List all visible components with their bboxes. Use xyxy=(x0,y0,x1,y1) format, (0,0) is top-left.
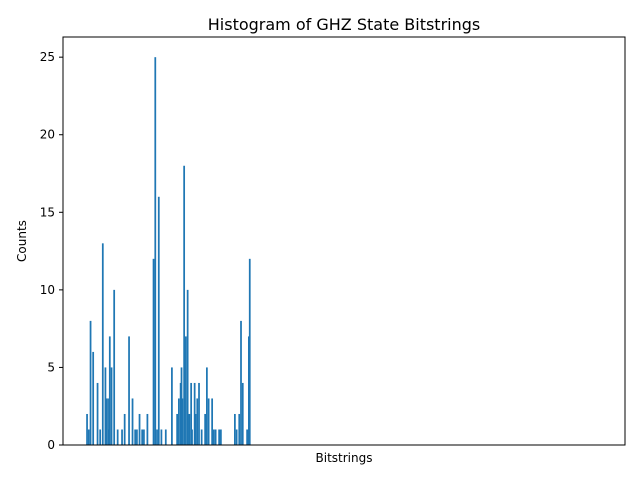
bar xyxy=(157,196,160,445)
bar xyxy=(143,429,145,445)
plot-frame xyxy=(62,36,626,446)
bar xyxy=(204,413,207,445)
bar xyxy=(87,429,90,445)
bar xyxy=(246,429,248,445)
bar xyxy=(194,413,197,445)
bar xyxy=(186,289,189,445)
bar xyxy=(213,429,215,445)
bar xyxy=(206,367,208,445)
y-tick-label: 20 xyxy=(40,128,55,142)
bar xyxy=(152,258,155,445)
bar xyxy=(176,413,179,445)
bar xyxy=(113,289,116,445)
y-axis-ticks: 0 5 10 15 20 25 xyxy=(40,50,63,452)
bar xyxy=(235,429,238,445)
bars-group xyxy=(86,57,251,446)
bar xyxy=(110,367,113,445)
bar xyxy=(248,258,251,445)
bar xyxy=(220,429,222,445)
bar xyxy=(214,429,217,445)
bar xyxy=(188,413,191,445)
bar xyxy=(200,429,203,445)
bar xyxy=(96,382,99,445)
bar xyxy=(190,382,193,445)
y-tick-label: 0 xyxy=(47,438,55,452)
bar xyxy=(211,398,214,445)
bar xyxy=(181,398,184,445)
bar xyxy=(107,398,109,445)
bar xyxy=(238,413,241,445)
bar xyxy=(198,382,200,445)
bar xyxy=(234,413,236,445)
bar xyxy=(207,398,210,445)
bar xyxy=(185,336,187,445)
bar xyxy=(134,429,137,445)
bar xyxy=(116,429,119,445)
bar xyxy=(240,320,242,445)
bar xyxy=(218,429,221,445)
bar xyxy=(131,398,134,445)
bar xyxy=(128,336,130,445)
y-axis-label: Counts xyxy=(15,220,29,262)
bar xyxy=(196,398,199,445)
bar xyxy=(121,429,123,445)
bar xyxy=(136,429,138,445)
bar xyxy=(164,429,167,445)
bar xyxy=(138,413,141,445)
bar xyxy=(105,398,108,445)
bar xyxy=(86,413,88,445)
chart-title: Histogram of GHZ State Bitstrings xyxy=(208,15,480,34)
bar xyxy=(171,367,173,445)
bar xyxy=(92,351,95,445)
y-tick-label: 25 xyxy=(40,50,55,64)
y-tick-label: 10 xyxy=(40,283,55,297)
bar xyxy=(89,320,92,445)
bar xyxy=(191,429,193,445)
y-tick-label: 5 xyxy=(47,360,55,374)
x-axis-label: Bitstrings xyxy=(316,451,373,465)
bar xyxy=(108,336,111,445)
y-tick-label: 15 xyxy=(40,205,55,219)
bar xyxy=(248,336,250,445)
bar xyxy=(179,382,182,445)
bar xyxy=(141,429,144,445)
bar xyxy=(123,413,126,445)
bar xyxy=(99,429,102,445)
bar xyxy=(156,429,158,445)
bar xyxy=(183,165,186,445)
bar xyxy=(146,413,149,445)
bar xyxy=(101,243,104,445)
bar xyxy=(154,57,157,446)
bar xyxy=(178,398,180,445)
bar xyxy=(241,382,244,445)
bar xyxy=(160,429,163,445)
